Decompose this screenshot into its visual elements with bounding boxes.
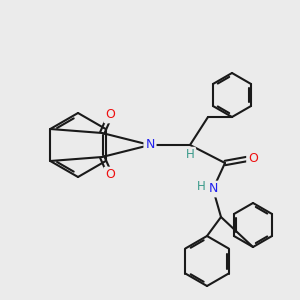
Text: N: N — [208, 182, 218, 196]
Text: O: O — [248, 152, 258, 166]
Text: H: H — [186, 148, 194, 161]
Text: H: H — [196, 181, 206, 194]
Text: N: N — [145, 139, 155, 152]
Text: O: O — [105, 109, 115, 122]
Text: O: O — [105, 169, 115, 182]
